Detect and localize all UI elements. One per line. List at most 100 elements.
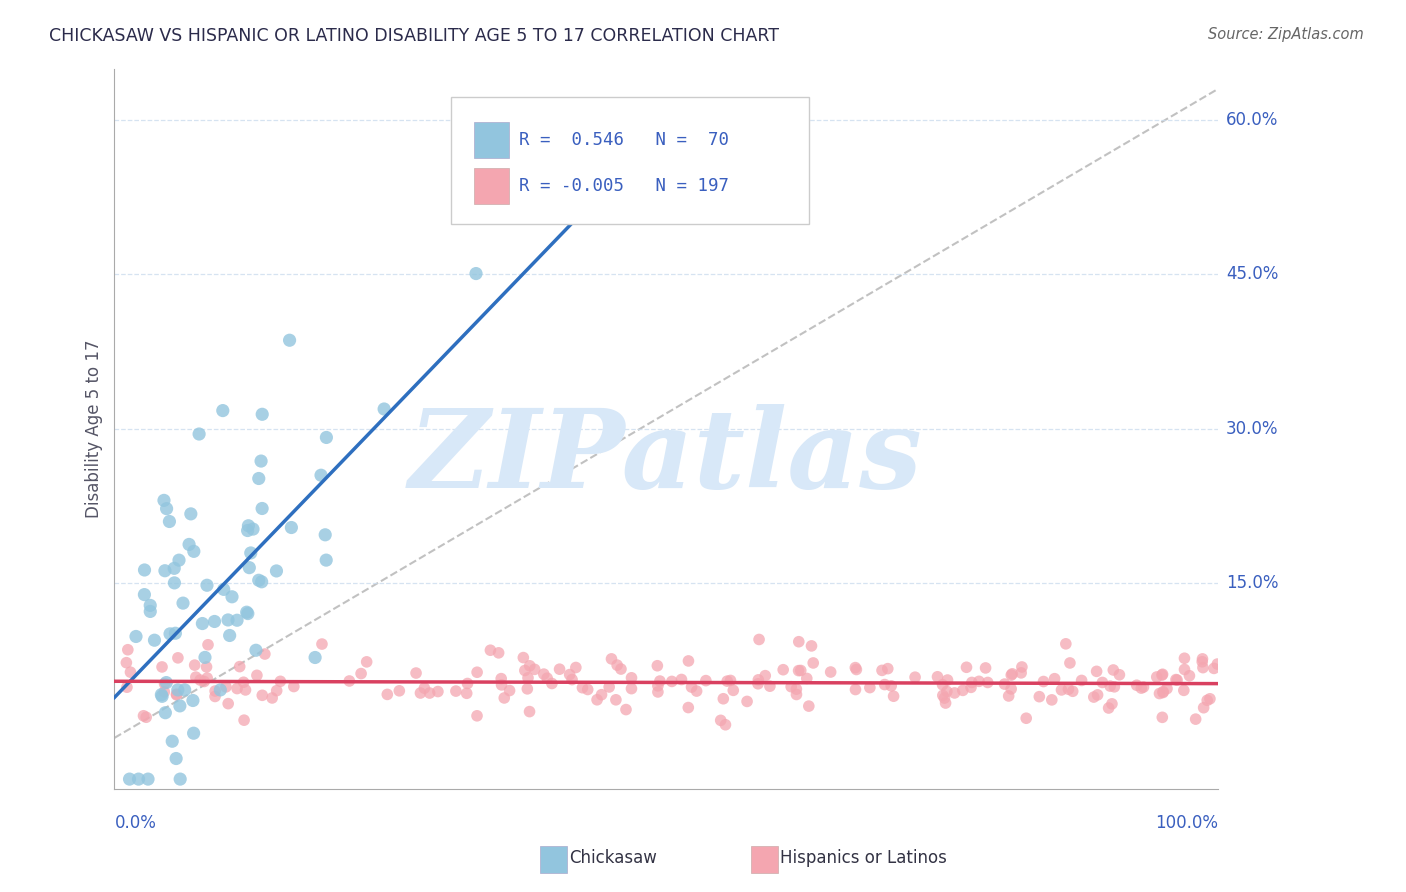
Point bbox=[870, 664, 893, 678]
Point bbox=[311, 637, 333, 651]
Point bbox=[177, 537, 200, 551]
Point bbox=[1149, 687, 1171, 701]
Y-axis label: Disability Age 5 to 17: Disability Age 5 to 17 bbox=[86, 340, 103, 518]
Point bbox=[181, 693, 204, 707]
Point bbox=[266, 564, 288, 578]
Text: CHICKASAW VS HISPANIC OR LATINO DISABILITY AGE 5 TO 17 CORRELATION CHART: CHICKASAW VS HISPANIC OR LATINO DISABILI… bbox=[49, 27, 779, 45]
Point bbox=[195, 578, 218, 592]
Point bbox=[935, 696, 957, 710]
FancyBboxPatch shape bbox=[451, 97, 810, 224]
Point bbox=[1152, 710, 1174, 724]
FancyBboxPatch shape bbox=[474, 168, 509, 204]
Point bbox=[576, 682, 599, 697]
Point bbox=[218, 628, 240, 642]
Point bbox=[167, 553, 190, 567]
Point bbox=[1173, 663, 1195, 677]
Point bbox=[269, 674, 291, 689]
Point bbox=[647, 679, 669, 693]
Point bbox=[488, 646, 510, 660]
Point bbox=[250, 407, 273, 421]
Point bbox=[246, 668, 269, 682]
Point bbox=[150, 690, 173, 704]
Point bbox=[873, 677, 896, 691]
Point bbox=[723, 683, 745, 698]
Point bbox=[647, 658, 669, 673]
Point bbox=[1059, 656, 1081, 670]
Point bbox=[561, 673, 583, 687]
Point bbox=[820, 665, 842, 679]
Point bbox=[118, 772, 141, 786]
Point bbox=[204, 684, 226, 698]
Point bbox=[153, 685, 176, 699]
Point bbox=[315, 430, 337, 444]
Point bbox=[671, 673, 693, 687]
Point bbox=[194, 650, 217, 665]
Point bbox=[135, 710, 157, 724]
Point bbox=[934, 691, 956, 706]
Point bbox=[160, 734, 183, 748]
Point bbox=[1043, 672, 1066, 686]
Point bbox=[247, 574, 270, 588]
Point bbox=[211, 403, 233, 417]
Text: 15.0%: 15.0% bbox=[1226, 574, 1278, 592]
Point bbox=[209, 682, 232, 697]
Point bbox=[169, 698, 191, 713]
Point bbox=[166, 688, 188, 702]
Point bbox=[606, 658, 628, 673]
Point bbox=[136, 772, 159, 786]
Point bbox=[519, 658, 541, 673]
Point bbox=[155, 706, 177, 720]
Point bbox=[1057, 682, 1080, 697]
Point bbox=[155, 501, 177, 516]
Point bbox=[797, 699, 820, 714]
Point bbox=[456, 686, 478, 700]
Point bbox=[960, 681, 983, 695]
Point bbox=[238, 518, 260, 533]
Point bbox=[153, 493, 176, 508]
Point bbox=[139, 599, 162, 613]
Point bbox=[1152, 667, 1174, 681]
Point bbox=[191, 616, 214, 631]
Point bbox=[695, 673, 717, 688]
Text: 60.0%: 60.0% bbox=[1226, 111, 1278, 129]
Text: 30.0%: 30.0% bbox=[1226, 420, 1278, 438]
Point bbox=[772, 663, 794, 677]
Point bbox=[204, 690, 226, 704]
Point bbox=[253, 647, 276, 661]
Point bbox=[747, 673, 769, 687]
Point bbox=[226, 681, 249, 696]
Text: R =  0.546   N =  70: R = 0.546 N = 70 bbox=[519, 131, 730, 149]
Point bbox=[188, 427, 211, 442]
Point bbox=[215, 680, 238, 694]
Point bbox=[1184, 712, 1206, 726]
Point bbox=[754, 668, 776, 682]
Point bbox=[314, 528, 336, 542]
Point bbox=[785, 688, 807, 702]
Point bbox=[790, 664, 813, 678]
Point bbox=[1206, 657, 1229, 671]
Point bbox=[233, 713, 256, 727]
Point bbox=[120, 665, 142, 680]
Point bbox=[1015, 711, 1038, 725]
Point bbox=[1000, 668, 1022, 682]
Point bbox=[183, 726, 205, 740]
Point bbox=[512, 650, 534, 665]
Point bbox=[356, 655, 378, 669]
Point bbox=[714, 717, 737, 731]
Point bbox=[586, 693, 609, 707]
Point bbox=[780, 680, 803, 694]
Point bbox=[166, 687, 188, 701]
Point bbox=[844, 682, 866, 697]
Point bbox=[173, 682, 195, 697]
Point bbox=[498, 683, 520, 698]
Point bbox=[1028, 690, 1050, 704]
Point bbox=[169, 772, 191, 786]
Point bbox=[845, 663, 868, 677]
Point bbox=[936, 673, 959, 687]
Point bbox=[952, 683, 974, 698]
Text: 45.0%: 45.0% bbox=[1226, 266, 1278, 284]
Point bbox=[247, 471, 270, 485]
Point bbox=[993, 677, 1015, 691]
Point bbox=[558, 667, 581, 681]
Point bbox=[1130, 681, 1153, 695]
